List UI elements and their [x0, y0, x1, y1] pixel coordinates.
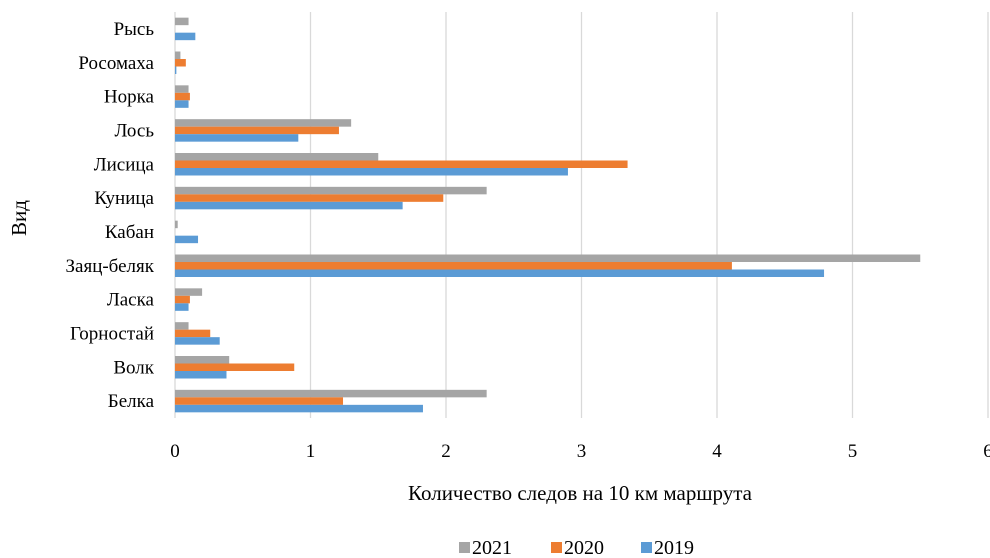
legend-label: 2020 [564, 537, 604, 558]
bar-2020 [175, 59, 186, 67]
legend: 2021 2020 2019 [459, 537, 694, 558]
bar-2020 [175, 194, 444, 202]
category-label: Кабан [105, 222, 154, 243]
bar-2021 [175, 322, 189, 330]
category-label: Волк [113, 357, 154, 378]
category-label: Лисица [94, 154, 155, 175]
bar-2019 [175, 404, 423, 413]
x-tick-labels: 0 1 2 3 4 5 6 [170, 441, 990, 462]
category-label: Горностай [70, 323, 154, 344]
category-label: Куница [94, 188, 154, 209]
bar-2019 [175, 201, 403, 210]
bar-2021 [175, 389, 487, 398]
bar-2020 [175, 160, 628, 168]
category-label: Ласка [107, 290, 155, 311]
bar-2020 [175, 363, 295, 371]
y-axis-title: Вид [7, 200, 31, 236]
legend-swatch-2019 [641, 542, 652, 553]
category-label: Росомаха [78, 53, 154, 74]
x-tick-label: 4 [712, 441, 722, 462]
category-labels: Рысь Росомаха Норка Лось Лисица Куница Кабан За… [66, 19, 155, 412]
bar-2021 [175, 17, 189, 26]
legend-swatch-2020 [551, 542, 562, 553]
bar-2019 [175, 235, 199, 244]
bar-2019 [175, 134, 299, 142]
bars [175, 17, 921, 413]
bar-2021 [175, 153, 379, 161]
legend-swatch-2021 [459, 542, 470, 553]
category-label: Лось [115, 120, 155, 141]
bar-2019 [175, 269, 825, 277]
legend-label: 2019 [654, 537, 694, 558]
x-tick-label: 2 [441, 441, 451, 462]
x-axis-title: Количество следов на 10 км маршрута [408, 481, 753, 505]
bar-2019 [175, 32, 196, 41]
category-label: Рысь [114, 19, 155, 40]
bar-2019 [175, 66, 177, 74]
bar-2020 [175, 262, 732, 270]
x-tick-label: 5 [848, 441, 858, 462]
bar-2021 [175, 85, 189, 93]
bar-2021 [175, 186, 487, 195]
category-label: Белка [108, 391, 155, 412]
category-label: Заяц-беляк [66, 256, 155, 277]
bar-2020 [175, 92, 190, 101]
bar-2019 [175, 100, 189, 108]
legend-label: 2021 [472, 537, 512, 558]
bar-2019 [175, 337, 220, 345]
bar-2021 [175, 356, 230, 364]
bar-2019 [175, 371, 227, 379]
bar-2019 [175, 303, 189, 311]
bar-2021 [175, 51, 181, 59]
bar-2021 [175, 119, 352, 127]
x-tick-label: 1 [306, 441, 316, 462]
bar-2021 [175, 220, 178, 229]
bar-2019 [175, 168, 568, 176]
category-label: Норка [104, 87, 155, 108]
bar-2020 [175, 397, 344, 405]
bar-2020 [175, 295, 190, 304]
x-tick-label: 6 [983, 441, 990, 462]
bar-2020 [175, 126, 339, 135]
x-tick-label: 3 [577, 441, 587, 462]
x-tick-label: 0 [170, 441, 180, 462]
bar-2021 [175, 288, 203, 296]
gridlines [174, 12, 989, 418]
bar-2020 [175, 329, 211, 338]
bar-2021 [175, 254, 921, 262]
